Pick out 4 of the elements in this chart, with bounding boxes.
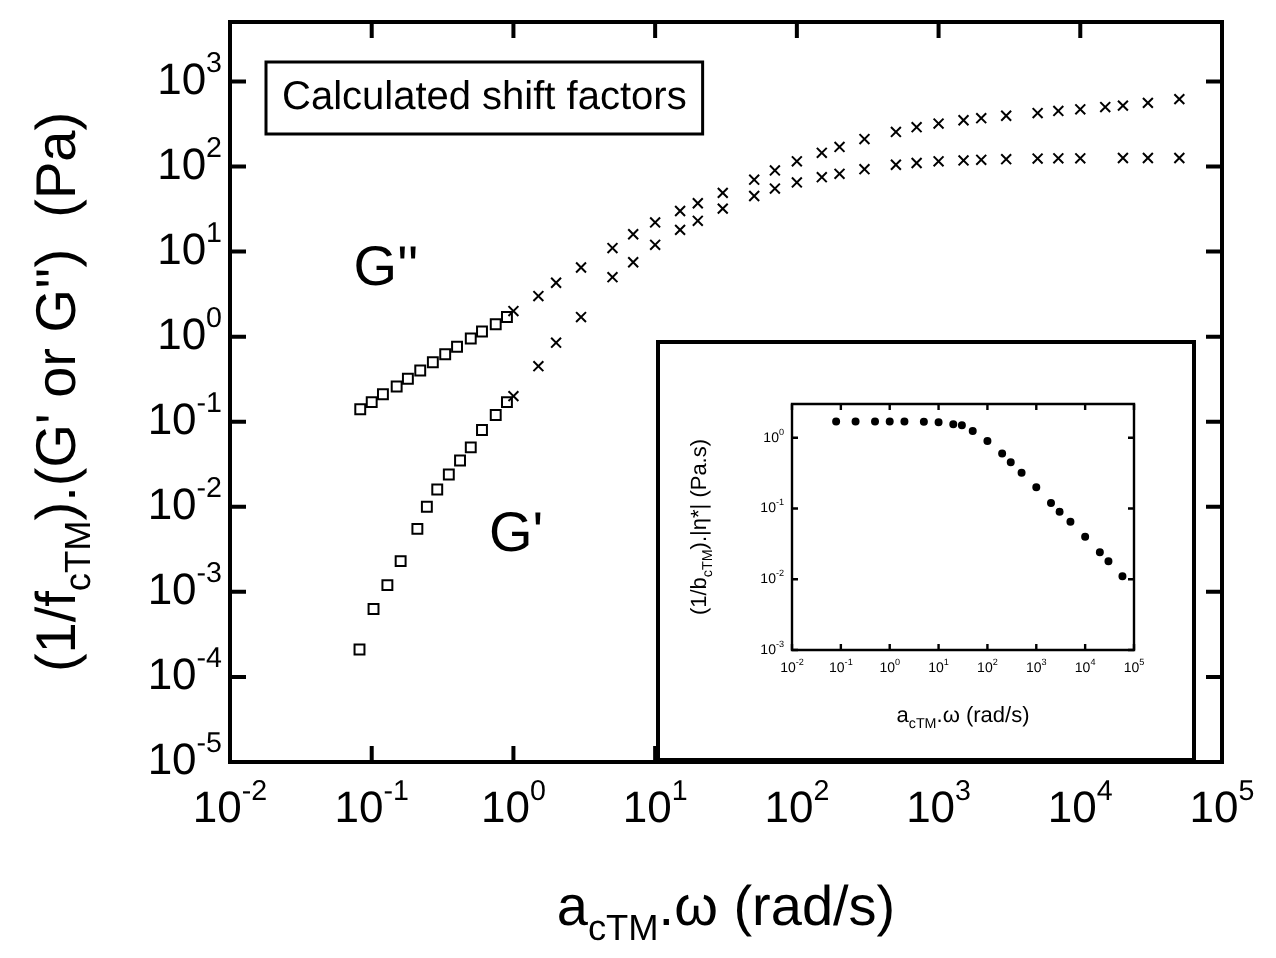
annotation: Calculated shift factors [282, 75, 687, 120]
y-axis-title: (1/fcTM).(G' or G'') (Pa) [25, 111, 98, 673]
annotation: G' [488, 501, 544, 564]
annotation: G'' [353, 235, 419, 298]
